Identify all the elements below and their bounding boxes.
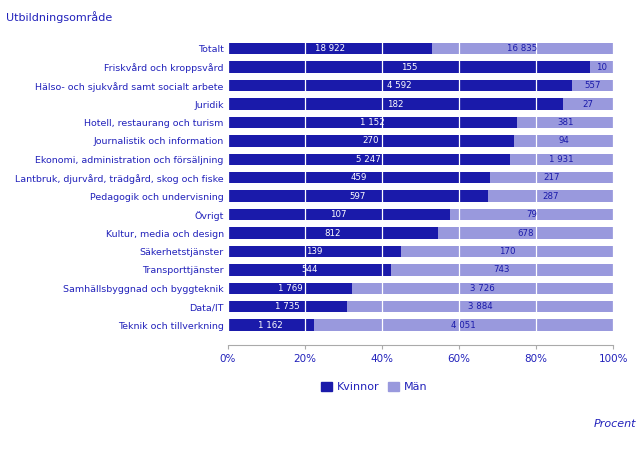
- Text: 4 592: 4 592: [387, 81, 412, 90]
- Text: 1 931: 1 931: [549, 155, 574, 164]
- Bar: [228, 61, 590, 73]
- Bar: [228, 135, 514, 147]
- Text: 182: 182: [387, 99, 404, 109]
- Text: Utbildningsområde: Utbildningsområde: [6, 11, 113, 23]
- Bar: [449, 209, 613, 220]
- Text: 27: 27: [583, 99, 594, 109]
- Text: 812: 812: [325, 228, 341, 237]
- Text: 597: 597: [350, 192, 366, 201]
- Bar: [228, 80, 572, 91]
- Text: 270: 270: [363, 136, 379, 145]
- Bar: [563, 99, 613, 110]
- Text: 1 162: 1 162: [258, 321, 283, 330]
- Text: 557: 557: [584, 81, 601, 90]
- Bar: [352, 283, 613, 294]
- Text: 94: 94: [558, 136, 569, 145]
- Text: 155: 155: [401, 63, 417, 72]
- Text: Procent: Procent: [594, 419, 637, 429]
- Text: 459: 459: [350, 173, 367, 182]
- Text: 79: 79: [526, 210, 537, 219]
- Text: 5 247: 5 247: [356, 155, 381, 164]
- Text: 16 835: 16 835: [507, 44, 538, 53]
- Bar: [228, 117, 518, 128]
- Text: 1 152: 1 152: [360, 118, 385, 127]
- Text: 217: 217: [543, 173, 559, 182]
- Text: 287: 287: [543, 192, 559, 201]
- Text: 170: 170: [499, 247, 516, 256]
- Text: 139: 139: [306, 247, 323, 256]
- Text: 4 051: 4 051: [451, 321, 476, 330]
- Bar: [391, 264, 613, 276]
- Bar: [228, 264, 391, 276]
- Bar: [438, 227, 613, 239]
- Text: 107: 107: [331, 210, 347, 219]
- Bar: [228, 227, 438, 239]
- Bar: [514, 135, 613, 147]
- Bar: [228, 153, 509, 165]
- Text: 381: 381: [557, 118, 574, 127]
- Bar: [572, 80, 613, 91]
- Text: 10: 10: [596, 63, 607, 72]
- Bar: [228, 172, 489, 183]
- Bar: [347, 301, 613, 312]
- Bar: [228, 320, 314, 331]
- Bar: [401, 246, 613, 257]
- Bar: [489, 172, 613, 183]
- Bar: [228, 283, 352, 294]
- Text: 678: 678: [518, 228, 534, 237]
- Text: 1 735: 1 735: [275, 302, 300, 311]
- Bar: [228, 99, 563, 110]
- Bar: [314, 320, 613, 331]
- Bar: [228, 246, 401, 257]
- Text: 18 922: 18 922: [314, 44, 345, 53]
- Bar: [431, 43, 613, 54]
- Text: 3 884: 3 884: [467, 302, 493, 311]
- Legend: Kvinnor, Män: Kvinnor, Män: [317, 378, 432, 397]
- Bar: [228, 191, 488, 202]
- Bar: [228, 43, 431, 54]
- Bar: [228, 301, 347, 312]
- Bar: [518, 117, 613, 128]
- Text: 1 769: 1 769: [278, 284, 302, 293]
- Bar: [228, 209, 449, 220]
- Bar: [488, 191, 613, 202]
- Text: 3 726: 3 726: [470, 284, 495, 293]
- Text: 743: 743: [494, 266, 511, 274]
- Bar: [509, 153, 613, 165]
- Bar: [590, 61, 613, 73]
- Text: 544: 544: [301, 266, 318, 274]
